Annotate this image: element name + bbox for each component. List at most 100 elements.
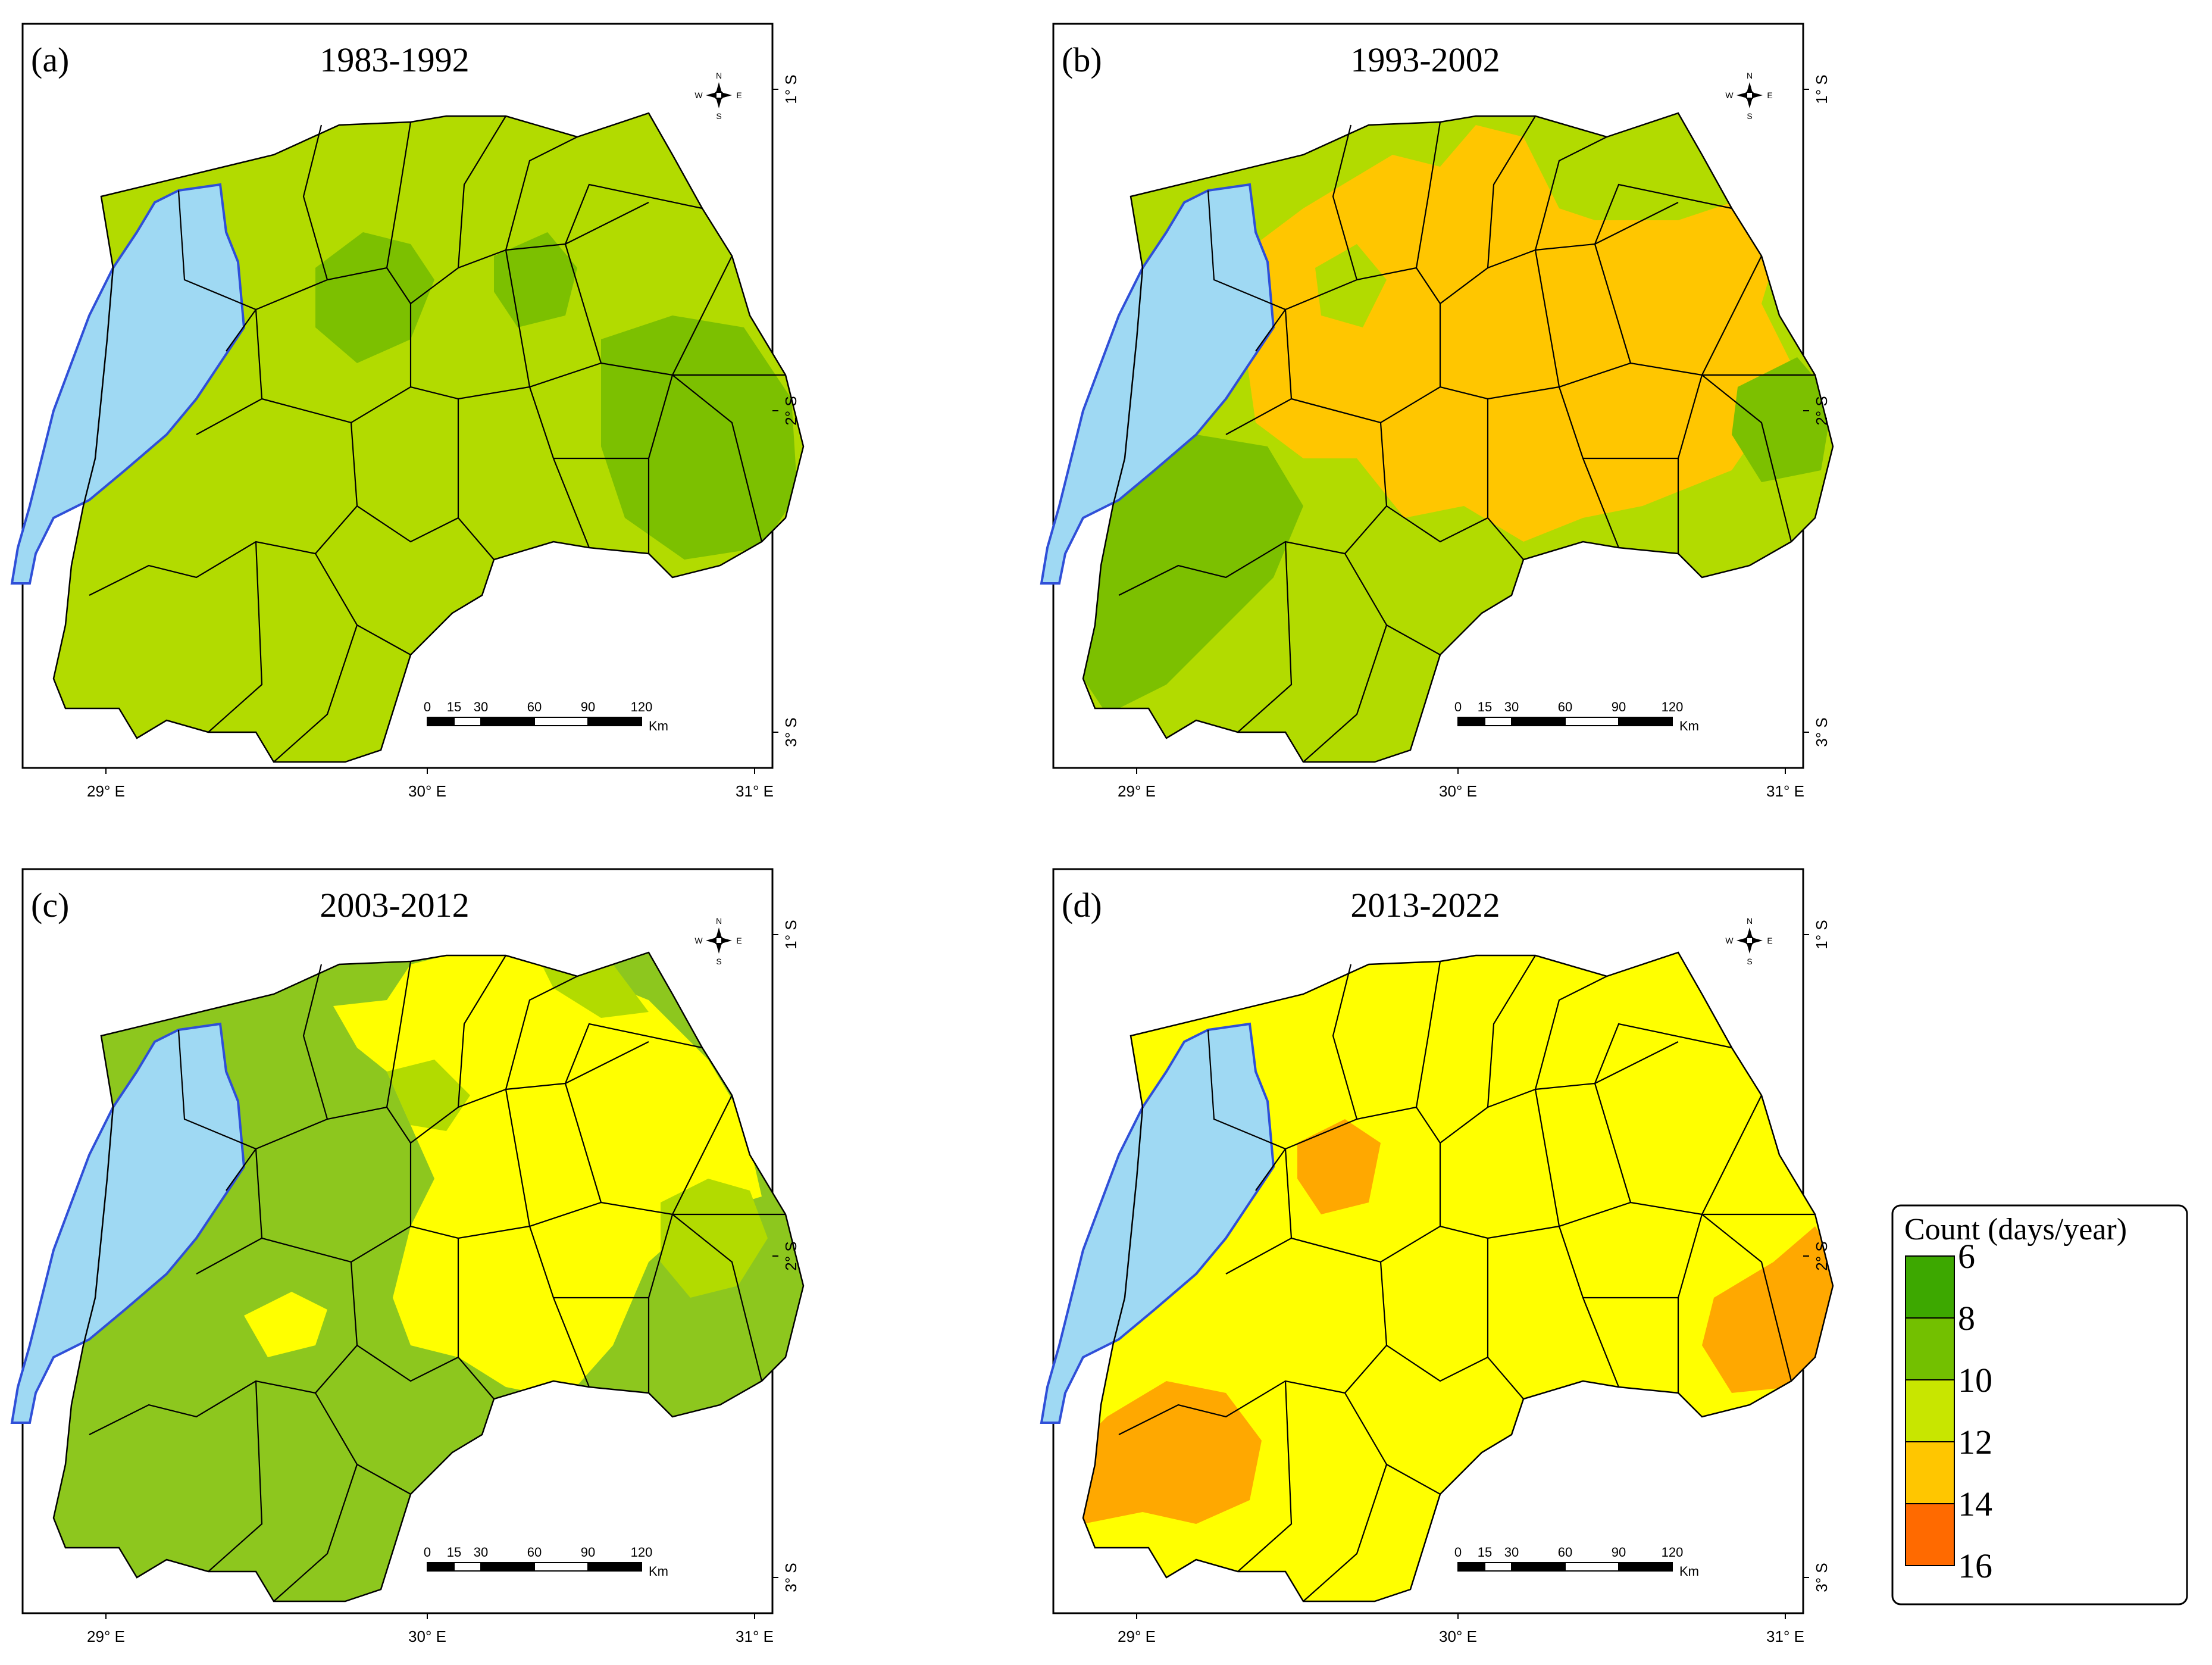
scale-bar: 0 15 30 60 90 120 Km	[1454, 1545, 1699, 1579]
count-zone	[1732, 357, 1833, 482]
x-tick-label: 29° E	[1118, 782, 1156, 800]
y-tick-label: 2° S	[782, 1241, 800, 1270]
x-tick-label: 29° E	[1118, 1627, 1156, 1645]
y-tick-label: 3° S	[1813, 1563, 1831, 1592]
legend-swatch	[1905, 1255, 1955, 1319]
x-tick-label: 29° E	[87, 782, 125, 800]
y-tick-label: 1° S	[1813, 74, 1831, 104]
scale-tick-label: 60	[527, 1545, 542, 1560]
count-zone	[661, 1179, 768, 1298]
scale-tick-label: 15	[1478, 1545, 1492, 1560]
north-arrow-icon: N S E W	[1725, 916, 1772, 966]
north-label: N	[1747, 916, 1753, 926]
legend-label: 12	[1958, 1423, 1992, 1461]
scale-segment	[534, 717, 589, 726]
x-tick-label: 31° E	[736, 782, 774, 800]
scale-tick-label: 0	[424, 699, 431, 714]
panel-title: 2003-2012	[320, 886, 469, 924]
scale-tick-label: 30	[474, 1545, 488, 1560]
map-panel-c: (c) 2003-2012 N S E W 0 15 30 60 90 120 Km 29° E 30° E…	[11, 868, 805, 1645]
legend-label: 8	[1958, 1299, 1975, 1338]
count-zone	[244, 1292, 327, 1357]
north-label: N	[716, 71, 722, 80]
scale-segment	[427, 1562, 455, 1572]
scale-tick-label: 15	[447, 699, 461, 714]
count-zone	[1083, 1381, 1262, 1524]
count-zone	[530, 952, 649, 1018]
x-tick-label: 30° E	[408, 782, 446, 800]
count-zone	[1315, 244, 1387, 327]
scale-segment	[453, 717, 481, 726]
scale-tick-label: 90	[1612, 699, 1626, 714]
panel-label: (d)	[1062, 886, 1102, 924]
scale-segment	[587, 717, 642, 726]
panel-title: 1983-1992	[320, 40, 469, 79]
scale-tick-label: 90	[1612, 1545, 1626, 1560]
scale-bar: 0 15 30 60 90 120 Km	[424, 1545, 668, 1579]
scale-segment	[1565, 1562, 1619, 1572]
scale-unit: Km	[649, 719, 668, 733]
scale-bar: 0 15 30 60 90 120 Km	[1454, 699, 1699, 733]
country-map	[11, 112, 805, 763]
scale-tick-label: 60	[527, 699, 542, 714]
scale-tick-label: 60	[1558, 699, 1572, 714]
legend: Count (days/year) 6 8 10 12 14 16	[1891, 1204, 2188, 1605]
scale-segment	[1457, 1562, 1485, 1572]
legend-label: 10	[1958, 1361, 1992, 1400]
scale-segment	[1511, 717, 1566, 726]
west-label: W	[694, 936, 703, 945]
legend-swatch	[1905, 1503, 1955, 1566]
scale-unit: Km	[1679, 719, 1699, 733]
south-label: S	[1747, 111, 1752, 121]
scale-segment	[1484, 1562, 1512, 1572]
north-label: N	[1747, 71, 1753, 80]
panel-label: (a)	[31, 40, 69, 79]
north-label: N	[716, 916, 722, 926]
legend-label: 6	[1958, 1237, 1975, 1276]
scale-tick-label: 0	[424, 1545, 431, 1560]
scale-tick-label: 30	[474, 699, 488, 714]
legend-swatch	[1905, 1317, 1955, 1380]
scale-tick-label: 0	[1454, 699, 1462, 714]
y-tick-label: 1° S	[782, 920, 800, 949]
y-tick-label: 2° S	[1813, 1241, 1831, 1270]
count-zones	[244, 952, 768, 1399]
y-tick-label: 3° S	[782, 1563, 800, 1592]
scale-tick-label: 30	[1504, 1545, 1519, 1560]
scale-tick-label: 90	[581, 1545, 595, 1560]
x-tick-label: 31° E	[736, 1627, 774, 1645]
y-tick-label: 1° S	[782, 74, 800, 104]
x-tick-label: 30° E	[408, 1627, 446, 1645]
x-tick-label: 30° E	[1439, 782, 1477, 800]
scale-segment	[453, 1562, 481, 1572]
legend-label: 16	[1958, 1547, 1992, 1585]
legend-swatch	[1905, 1379, 1955, 1442]
map-panel-b: (b) 1993-2002 N S E W 0 15 30 60 90 120 Km 29° E 30° E…	[1040, 23, 1834, 800]
scale-tick-label: 15	[447, 1545, 461, 1560]
scale-unit: Km	[1679, 1564, 1699, 1579]
scale-unit: Km	[649, 1564, 668, 1579]
scale-tick-label: 120	[1662, 699, 1684, 714]
map-panel-a: (a) 1983-1992 N S E W 0 15 30 60 90 120 Km 29° E 30° E…	[11, 23, 805, 800]
x-tick-label: 29° E	[87, 1627, 125, 1645]
panel-title: 2013-2022	[1350, 886, 1500, 924]
scale-tick-label: 0	[1454, 1545, 1462, 1560]
y-tick-label: 1° S	[1813, 920, 1831, 949]
scale-bar: 0 15 30 60 90 120 Km	[424, 699, 668, 733]
country-map	[1040, 112, 1834, 763]
north-arrow-icon: N S E W	[694, 916, 741, 966]
scale-segment	[427, 717, 455, 726]
y-tick-label: 3° S	[782, 717, 800, 746]
scale-tick-label: 30	[1504, 699, 1519, 714]
north-arrow-icon: N S E W	[694, 71, 741, 121]
west-label: W	[694, 90, 703, 100]
scale-segment	[480, 1562, 535, 1572]
scale-tick-label: 90	[581, 699, 595, 714]
scale-segment	[534, 1562, 589, 1572]
south-label: S	[716, 111, 721, 121]
south-label: S	[1747, 957, 1752, 966]
count-zone	[1702, 1226, 1833, 1393]
count-zones	[315, 232, 797, 560]
y-tick-label: 2° S	[1813, 396, 1831, 425]
